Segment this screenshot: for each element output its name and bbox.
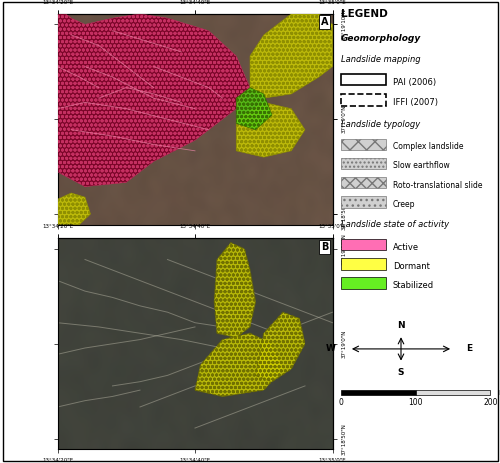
Bar — [341, 94, 386, 106]
Text: Roto-translational slide: Roto-translational slide — [393, 181, 482, 190]
Polygon shape — [236, 88, 272, 130]
Text: Slow earthflow: Slow earthflow — [393, 162, 450, 170]
Text: S: S — [398, 368, 404, 377]
Polygon shape — [256, 312, 305, 382]
Bar — [341, 258, 386, 269]
Text: Creep: Creep — [393, 200, 415, 209]
Text: Landslide typology: Landslide typology — [341, 119, 420, 129]
Text: LEGEND: LEGEND — [341, 9, 388, 19]
Polygon shape — [214, 243, 256, 338]
Bar — [341, 158, 386, 169]
Text: PAI (2006): PAI (2006) — [393, 78, 436, 87]
Text: Active: Active — [393, 243, 419, 252]
Text: W: W — [326, 344, 336, 353]
Text: A: A — [321, 17, 328, 27]
Text: Geomorphology: Geomorphology — [341, 34, 421, 43]
Bar — [341, 277, 386, 289]
Text: Dormant: Dormant — [393, 262, 430, 271]
Polygon shape — [236, 102, 305, 157]
Text: 0: 0 — [338, 398, 344, 407]
Text: Stabilized: Stabilized — [393, 281, 434, 290]
Text: Complex landslide: Complex landslide — [393, 142, 464, 151]
Text: m: m — [498, 388, 500, 397]
Text: N: N — [397, 321, 405, 330]
Bar — [341, 196, 386, 207]
Polygon shape — [58, 193, 90, 225]
Bar — [341, 390, 415, 394]
Text: 100: 100 — [408, 398, 423, 407]
Text: B: B — [321, 242, 328, 251]
Bar — [341, 139, 386, 150]
Polygon shape — [58, 14, 250, 187]
Text: IFFI (2007): IFFI (2007) — [393, 98, 438, 107]
Text: 200: 200 — [483, 398, 498, 407]
Text: Landslide mapping: Landslide mapping — [341, 55, 420, 64]
Polygon shape — [195, 333, 283, 396]
Bar — [341, 239, 386, 250]
Polygon shape — [250, 14, 332, 98]
Bar — [341, 74, 386, 85]
Bar — [341, 177, 386, 188]
Text: E: E — [466, 344, 472, 353]
Text: Landslide state of activity: Landslide state of activity — [341, 220, 449, 229]
Bar — [416, 390, 490, 394]
